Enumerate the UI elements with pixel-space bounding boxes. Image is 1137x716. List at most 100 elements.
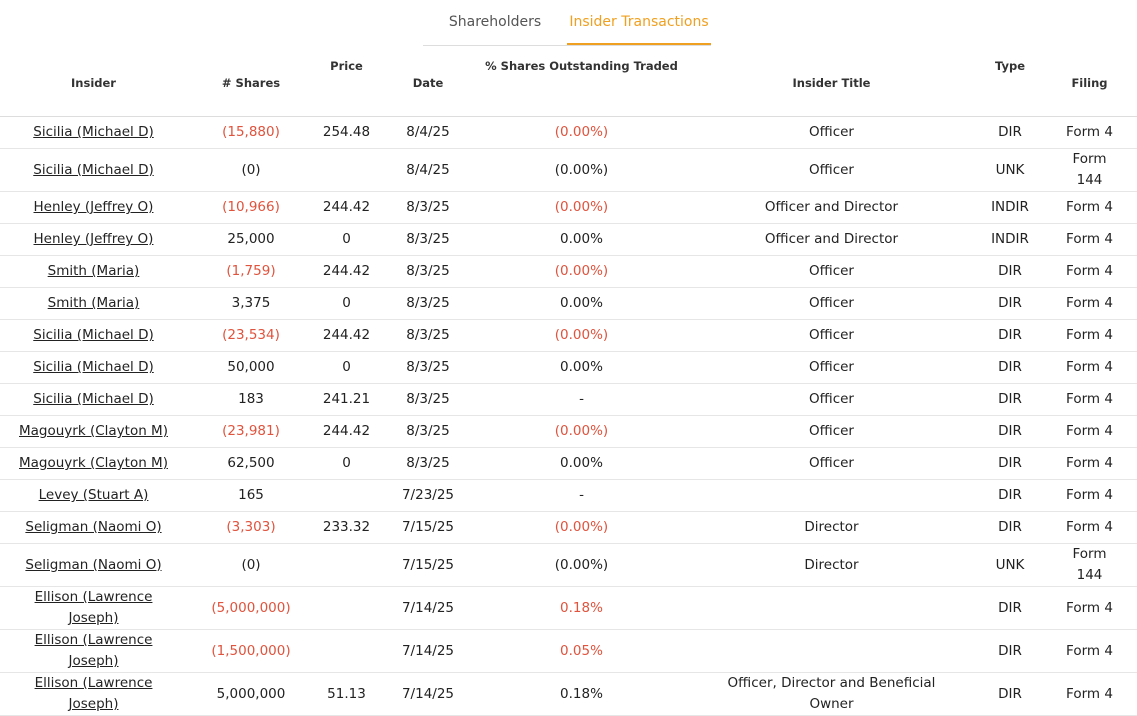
table-cell: Sicilia (Michael D) xyxy=(0,383,187,416)
cell-text: Form 4 xyxy=(1066,455,1113,471)
insider-link[interactable]: Seligman (Naomi O) xyxy=(25,519,162,535)
insider-link[interactable]: Ellison (Lawrence Joseph) xyxy=(34,589,153,626)
table-cell: Form 4 xyxy=(1042,191,1137,224)
table-cell: Smith (Maria) xyxy=(0,287,187,320)
tab[interactable]: Insider Transactions xyxy=(567,0,711,45)
table-cell: Officer xyxy=(685,148,978,192)
table-cell: 8/3/25 xyxy=(378,319,478,352)
table-cell: 8/3/25 xyxy=(378,255,478,288)
insider-link[interactable]: Magouyrk (Clayton M) xyxy=(19,455,168,471)
table-cell: DIR xyxy=(978,319,1042,352)
table-cell xyxy=(685,479,978,512)
cell-text: DIR xyxy=(998,487,1022,503)
table-cell: Henley (Jeffrey O) xyxy=(0,191,187,224)
table-row: Ellison (Lawrence Joseph) (5,000,000) 7/14… xyxy=(0,586,1137,630)
table-cell: (0.00%) xyxy=(478,255,685,288)
cell-text: INDIR xyxy=(991,199,1029,215)
table-cell: Form 4 xyxy=(1042,586,1137,630)
table-cell: (0.00%) xyxy=(478,319,685,352)
insider-link[interactable]: Sicilia (Michael D) xyxy=(33,161,154,178)
table-cell: 7/14/25 xyxy=(378,629,478,673)
table-cell: DIR xyxy=(978,672,1042,716)
cell-text: Officer xyxy=(809,455,854,471)
table-row: Sicilia (Michael D) 50,000 0 8/3/25 0.00% Off… xyxy=(0,351,1137,384)
table-cell: Form 4 xyxy=(1042,319,1137,352)
table-cell: 8/3/25 xyxy=(378,191,478,224)
table-row: Henley (Jeffrey O) (10,966) 244.42 8/3/25 (0… xyxy=(0,191,1137,224)
cell-text: Form 4 xyxy=(1066,685,1113,702)
cell-text: 7/14/25 xyxy=(401,685,455,702)
cell-text: (1,759) xyxy=(226,263,276,279)
table-cell: Form 4 xyxy=(1042,479,1137,512)
table-cell: (0.00%) xyxy=(478,511,685,544)
table-cell: Officer xyxy=(685,415,978,448)
cell-text: Form 4 xyxy=(1066,599,1113,616)
table-cell: 0 xyxy=(315,287,378,320)
cell-text: 0 xyxy=(342,359,351,375)
insider-link[interactable]: Sicilia (Michael D) xyxy=(33,391,154,407)
table-cell: DIR xyxy=(978,287,1042,320)
table-row: Ellison (Lawrence Joseph) (1,500,000) 7/14… xyxy=(0,629,1137,673)
table-cell: 254.48 xyxy=(315,116,378,149)
cell-text: (15,880) xyxy=(222,124,280,140)
cell-text: 0.00% xyxy=(560,455,603,471)
cell-text: 25,000 xyxy=(227,231,275,247)
cell-text: 0 xyxy=(342,455,351,471)
cell-text: 0.00% xyxy=(560,295,603,311)
cell-text: Form 4 xyxy=(1066,519,1113,535)
insider-link[interactable]: Henley (Jeffrey O) xyxy=(33,199,154,215)
table-cell: Officer xyxy=(685,351,978,384)
table-cell: 8/3/25 xyxy=(378,223,478,256)
table-cell: Form 4 xyxy=(1042,672,1137,716)
table-cell: 244.42 xyxy=(315,415,378,448)
insider-link[interactable]: Smith (Maria) xyxy=(47,263,140,279)
table-cell: Henley (Jeffrey O) xyxy=(0,223,187,256)
table-cell: (0.00%) xyxy=(478,191,685,224)
table-cell: (23,534) xyxy=(187,319,315,352)
insider-link[interactable]: Seligman (Naomi O) xyxy=(25,556,162,573)
column-header: Type xyxy=(978,55,1042,117)
column-header: Price xyxy=(315,55,378,117)
cell-text: Form 4 xyxy=(1066,327,1113,343)
insider-link[interactable]: Sicilia (Michael D) xyxy=(33,124,154,140)
table-cell: (1,759) xyxy=(187,255,315,288)
insider-link[interactable]: Levey (Stuart A) xyxy=(38,487,149,503)
cell-text: DIR xyxy=(998,124,1022,140)
cell-text: Director xyxy=(804,519,859,535)
table-cell: 7/14/25 xyxy=(378,672,478,716)
table-cell: Form 4 xyxy=(1042,511,1137,544)
table-cell: 8/4/25 xyxy=(378,148,478,192)
table-row: Sicilia (Michael D) (15,880) 254.48 8/4/25 (… xyxy=(0,116,1137,149)
table-cell: INDIR xyxy=(978,223,1042,256)
cell-text: 8/3/25 xyxy=(406,455,450,471)
cell-text: (0.00%) xyxy=(554,423,609,439)
table-cell: (0.00%) xyxy=(478,148,685,192)
table-cell: 25,000 xyxy=(187,223,315,256)
insider-link[interactable]: Ellison (Lawrence Joseph) xyxy=(34,632,153,669)
table-cell: 0 xyxy=(315,223,378,256)
table-cell: (0.00%) xyxy=(478,116,685,149)
table-cell: Ellison (Lawrence Joseph) xyxy=(0,586,187,630)
table-cell: Magouyrk (Clayton M) xyxy=(0,415,187,448)
table-cell xyxy=(685,629,978,673)
insider-link[interactable]: Sicilia (Michael D) xyxy=(33,359,154,375)
table-row: Ellison (Lawrence Joseph) 5,000,000 51.13 7… xyxy=(0,672,1137,716)
cell-text: (23,981) xyxy=(222,423,280,439)
cell-text: 50,000 xyxy=(227,359,275,375)
table-cell: - xyxy=(478,479,685,512)
cell-text: 7/23/25 xyxy=(401,487,455,503)
cell-text: Form 4 xyxy=(1066,423,1113,439)
cell-text: 0.18% xyxy=(560,599,603,616)
cell-text: 254.48 xyxy=(322,124,371,140)
insider-link[interactable]: Henley (Jeffrey O) xyxy=(33,231,154,247)
cell-text: 5,000,000 xyxy=(216,685,286,702)
cell-text: DIR xyxy=(998,391,1022,407)
table-cell: 0.00% xyxy=(478,447,685,480)
table-cell: 0.18% xyxy=(478,672,685,716)
insider-link[interactable]: Ellison (Lawrence Joseph) xyxy=(34,675,153,712)
insider-link[interactable]: Sicilia (Michael D) xyxy=(33,327,154,343)
cell-text: (0.00%) xyxy=(554,124,609,140)
insider-link[interactable]: Smith (Maria) xyxy=(47,295,140,311)
tab[interactable]: Shareholders xyxy=(448,14,542,30)
insider-link[interactable]: Magouyrk (Clayton M) xyxy=(19,423,168,439)
